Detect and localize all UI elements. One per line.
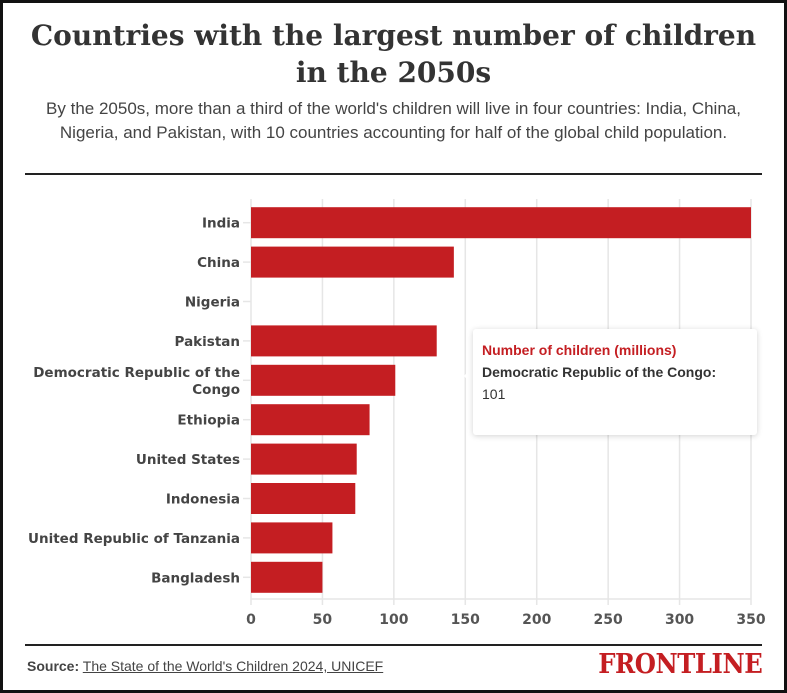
- x-tick-label: 150: [451, 612, 480, 628]
- category-label-line: United States: [136, 452, 240, 468]
- category-label-line: Indonesia: [166, 492, 240, 508]
- category-label: United States: [136, 452, 240, 468]
- chart-tooltip: Number of children (millions) Democratic…: [473, 329, 757, 435]
- category-label: Indonesia: [166, 492, 240, 508]
- category-label-line: Nigeria: [185, 295, 240, 311]
- bar-indonesia[interactable]: [251, 483, 356, 514]
- bars: [251, 207, 751, 593]
- source-label: Source:: [27, 658, 80, 674]
- x-tick-label: 200: [522, 612, 551, 628]
- category-label: China: [197, 255, 240, 271]
- source-credit: Source: The State of the World's Childre…: [27, 658, 383, 674]
- category-label: Nigeria: [185, 295, 240, 311]
- bar-india[interactable]: [251, 207, 751, 239]
- category-label-line: Congo: [192, 382, 240, 398]
- category-label-line: United Republic of Tanzania: [28, 531, 240, 547]
- category-label-line: Ethiopia: [177, 413, 240, 429]
- category-label: Bangladesh: [151, 570, 240, 586]
- tooltip-value: 101: [482, 386, 506, 402]
- bar-china[interactable]: [251, 246, 454, 278]
- category-label: Pakistan: [175, 334, 240, 350]
- footer-divider: [25, 644, 762, 646]
- chart-subtitle: By the 2050s, more than a third of the w…: [46, 99, 741, 142]
- tooltip-category: Democratic Republic of the Congo:: [482, 364, 717, 380]
- category-label-line: Democratic Republic of the: [33, 365, 240, 381]
- category-label: United Republic of Tanzania: [28, 531, 240, 547]
- x-tick-label: 250: [594, 612, 623, 628]
- chart-title: Countries with the largest number of chi…: [30, 19, 757, 89]
- x-tick-label: 50: [313, 612, 333, 628]
- source-link[interactable]: The State of the World's Children 2024, …: [82, 658, 384, 674]
- category-label: Ethiopia: [177, 413, 240, 429]
- bar-united-states[interactable]: [251, 443, 357, 475]
- tooltip-series-name: Number of children (millions): [482, 342, 677, 358]
- header-divider: [25, 173, 762, 175]
- category-label: Democratic Republic of the Congo: [33, 365, 240, 398]
- bar-pakistan[interactable]: [251, 325, 437, 357]
- category-label-line: Bangladesh: [151, 570, 240, 586]
- frontline-logo: FRONTLINE: [597, 649, 763, 680]
- category-label: India: [202, 216, 240, 232]
- bar-united-republic-of-tanzania[interactable]: [251, 522, 333, 554]
- x-tick-label: 0: [246, 612, 256, 628]
- x-tick-label: 300: [665, 612, 694, 628]
- bar-bangladesh[interactable]: [251, 561, 323, 593]
- bar-democratic-republic-of-the-congo[interactable]: [251, 364, 396, 396]
- category-labels: India China Nigeria Pakistan Democratic Repu…: [28, 216, 240, 587]
- x-tick-label: 350: [736, 612, 765, 628]
- bar-chart: India China Nigeria Pakistan Democratic Repu…: [28, 199, 766, 628]
- x-axis-ticks: 0 50 100 150 200 250 300 350: [246, 612, 766, 628]
- x-tick-label: 100: [379, 612, 408, 628]
- tooltip-pointer: [464, 366, 473, 386]
- category-label-line: China: [197, 255, 240, 271]
- category-label-line: India: [202, 216, 240, 232]
- category-label-line: Pakistan: [175, 334, 240, 350]
- bar-ethiopia[interactable]: [251, 404, 370, 436]
